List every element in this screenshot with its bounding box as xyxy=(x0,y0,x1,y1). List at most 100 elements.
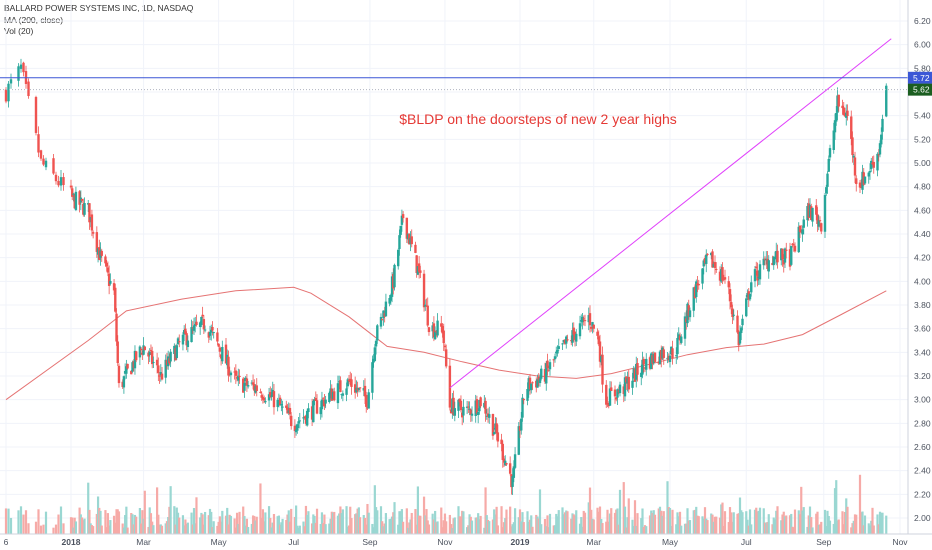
candle-body xyxy=(132,361,135,368)
candle-body xyxy=(877,154,880,156)
candle-body xyxy=(587,315,590,323)
candle-body xyxy=(802,219,805,228)
volume-bar xyxy=(229,515,233,534)
candle-body xyxy=(713,262,717,268)
volume-bar xyxy=(373,485,376,534)
candle-body xyxy=(37,134,40,153)
candle-body xyxy=(648,357,652,369)
volume-bar xyxy=(247,526,250,534)
volume-bar xyxy=(156,487,159,534)
volume-bar xyxy=(448,514,451,534)
candle-body xyxy=(512,466,516,478)
volume-bar xyxy=(115,509,118,534)
volume-bar xyxy=(530,515,533,534)
volume-bar xyxy=(776,506,779,534)
volume-bar xyxy=(686,508,689,534)
candle-body xyxy=(217,343,220,347)
volume-bar xyxy=(158,524,161,534)
candle-body xyxy=(641,359,644,375)
y-tick-label: 2.80 xyxy=(914,418,931,428)
candle-body xyxy=(336,383,340,404)
candle-body xyxy=(492,432,496,435)
candle-body xyxy=(389,294,393,301)
candle-body xyxy=(880,134,883,145)
volume-bar xyxy=(104,510,107,534)
volume-bar xyxy=(782,511,785,534)
candle-body xyxy=(329,388,332,394)
candle-body xyxy=(233,371,236,373)
candle-body xyxy=(868,171,872,173)
candle-body xyxy=(194,324,197,326)
candle-body xyxy=(123,370,127,374)
volume-bar xyxy=(546,515,549,534)
candle-body xyxy=(758,264,762,280)
volume-bar xyxy=(745,511,748,534)
volume-bar xyxy=(837,519,840,534)
volume-bar xyxy=(297,527,300,534)
volume-bar xyxy=(712,521,715,534)
volume-bar xyxy=(160,525,164,534)
candle-body xyxy=(615,397,618,400)
candle-body xyxy=(116,341,119,364)
volume-bar xyxy=(582,510,585,534)
candle-body xyxy=(331,392,335,399)
candle-body xyxy=(323,399,326,407)
volume-bar xyxy=(303,526,306,534)
volume-bar xyxy=(695,506,698,534)
candle-body xyxy=(697,283,700,286)
candle-body xyxy=(285,405,288,408)
volume-bar xyxy=(527,521,530,534)
candle-body xyxy=(718,271,722,281)
volume-bar xyxy=(281,518,284,534)
candle-body xyxy=(414,244,417,253)
candle-body xyxy=(680,336,683,343)
x-tick-label: May xyxy=(662,537,679,547)
candle-body xyxy=(19,64,23,69)
volume-bar xyxy=(826,510,829,534)
candle-body xyxy=(451,398,454,412)
candle-body xyxy=(632,368,635,379)
volume-bar xyxy=(151,521,154,534)
volume-bar xyxy=(763,522,767,534)
volume-bar xyxy=(116,509,119,534)
candle-body xyxy=(721,267,724,281)
candle-body xyxy=(785,249,788,251)
volume-bar xyxy=(402,521,405,534)
candle-body xyxy=(181,334,185,345)
volume-bar xyxy=(267,506,271,534)
candle-body xyxy=(426,305,429,326)
volume-bar xyxy=(443,513,447,534)
volume-bar xyxy=(372,527,375,534)
volume-bar xyxy=(851,523,854,534)
volume-bar xyxy=(79,514,82,534)
volume-bar xyxy=(169,486,172,534)
y-tick-label: 5.00 xyxy=(914,158,931,168)
candle-body xyxy=(106,267,110,273)
volume-bar xyxy=(338,513,341,534)
volume-bar xyxy=(390,516,394,534)
volume-bar xyxy=(87,482,90,534)
candle-body xyxy=(636,363,639,375)
candle-body xyxy=(88,203,91,223)
candle-body xyxy=(666,357,669,359)
volume-bar xyxy=(210,511,213,534)
candle-body xyxy=(561,343,564,345)
volume-bar xyxy=(117,511,121,534)
candle-body xyxy=(781,248,784,260)
candle-body xyxy=(191,327,194,329)
y-tick-label: 2.20 xyxy=(914,489,931,499)
candle-body xyxy=(122,376,126,388)
volume-bar xyxy=(601,523,604,534)
volume-bar xyxy=(522,522,525,534)
candle-body xyxy=(185,333,188,346)
volume-bar xyxy=(783,516,787,534)
candle-body xyxy=(221,347,224,362)
y-tick-label: 2.00 xyxy=(914,513,931,523)
candle-body xyxy=(837,94,840,107)
candle-body xyxy=(510,474,513,488)
candle-body xyxy=(131,362,134,372)
volume-bar xyxy=(537,518,540,534)
volume-bar xyxy=(42,524,45,534)
